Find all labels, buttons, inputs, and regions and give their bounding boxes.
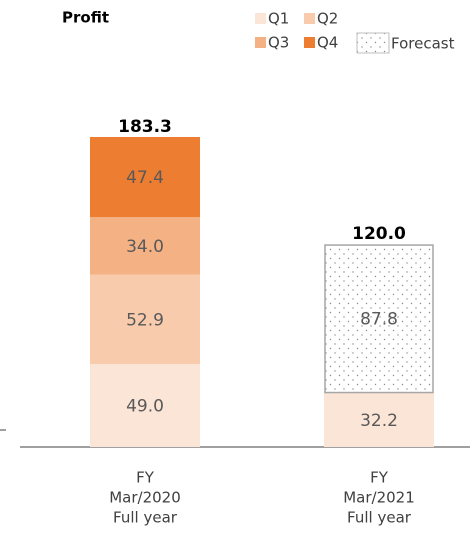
legend-swatch	[356, 32, 390, 54]
x-tick-label: Mar/2020	[109, 489, 181, 507]
bar-segment	[90, 274, 200, 365]
x-tick-label: FY	[370, 469, 389, 487]
x-tick-label: Full year	[113, 509, 178, 527]
legend-label: Q2	[317, 10, 338, 28]
value-label: 52.9	[126, 310, 164, 330]
bar-segment	[90, 217, 200, 275]
x-tick-label: FY	[136, 469, 155, 487]
x-tick-label: Mar/2021	[343, 489, 415, 507]
chart-title: Profit	[62, 9, 109, 27]
value-label: 87.8	[360, 309, 398, 329]
bar-segment	[90, 137, 200, 218]
legend-label: Q4	[317, 34, 338, 52]
total-label: 183.3	[118, 117, 172, 137]
bar-segment	[324, 244, 434, 394]
bar-segment	[90, 364, 200, 447]
x-tick-label: Full year	[347, 509, 412, 527]
legend-label: Forecast	[391, 35, 455, 53]
value-label: 49.0	[126, 397, 164, 417]
legend-swatch	[255, 13, 266, 24]
legend-label: Q3	[268, 34, 289, 52]
legend-swatch	[255, 37, 266, 48]
legend-swatch	[304, 13, 315, 24]
legend-swatch	[304, 37, 315, 48]
value-label: 34.0	[126, 237, 164, 257]
legend-label: Q1	[268, 10, 289, 28]
total-label: 120.0	[352, 224, 406, 244]
bar-segment	[324, 392, 434, 447]
value-label: 32.2	[360, 411, 398, 431]
value-label: 47.4	[126, 168, 164, 188]
